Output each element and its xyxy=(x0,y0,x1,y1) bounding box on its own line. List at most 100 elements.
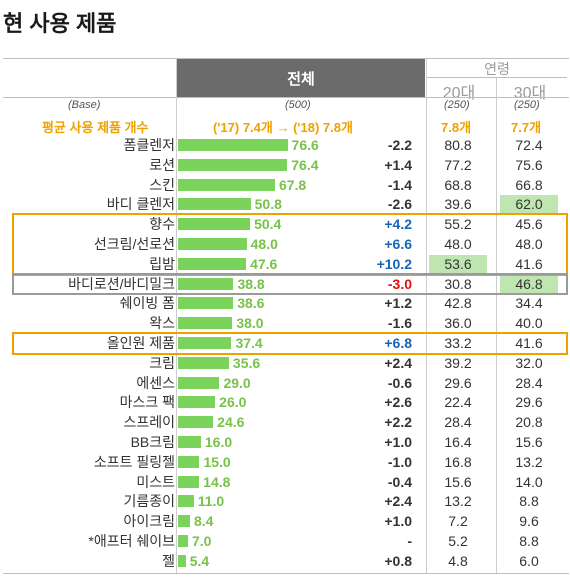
category-label: 향수 xyxy=(149,216,175,233)
age30-value: 13.2 xyxy=(515,453,543,470)
age20-value: 39.2 xyxy=(444,354,472,371)
age30-value: 29.6 xyxy=(515,394,543,411)
change-value: -1.0 xyxy=(387,453,412,470)
table-row: 크림 35.6 +2.4 39.2 32.0 xyxy=(0,354,570,373)
bar-value-label: 38.0 xyxy=(236,315,264,332)
table-row: 아이크림 8.4 +1.0 7.2 9.6 xyxy=(0,512,570,531)
bar xyxy=(178,198,251,211)
bar xyxy=(178,297,234,310)
change-value: +2.2 xyxy=(384,414,412,431)
avg-total: ('17) 7.4개 → ('18) 7.8개 xyxy=(213,120,353,135)
category-label: 마스크 팩 xyxy=(119,394,175,411)
bar xyxy=(178,218,251,231)
category-label: 소프트 필링젤 xyxy=(93,453,175,470)
orange-highlight-box xyxy=(12,213,568,276)
bar xyxy=(178,436,201,448)
change-value: +1.0 xyxy=(384,434,412,450)
category-label: 바디 클렌저 xyxy=(106,196,175,213)
bar-value-label: 29.0 xyxy=(223,374,251,391)
bar-value-label: 76.4 xyxy=(291,156,319,173)
age20-value: 68.8 xyxy=(444,176,472,193)
table-row: 스킨 67.8 -1.4 68.8 66.8 xyxy=(0,176,570,195)
age20-value: 48.0 xyxy=(444,236,472,252)
age20-value: 55.2 xyxy=(444,216,472,233)
category-label: 왁스 xyxy=(149,315,175,332)
bar xyxy=(178,554,186,567)
bar-value-label: 14.8 xyxy=(203,473,231,490)
table-row: 립밤 47.6 +10.2 53.6 41.6 xyxy=(0,254,570,274)
divider-total-age xyxy=(426,59,427,573)
age20-value: 28.4 xyxy=(444,414,472,431)
change-value: -2.2 xyxy=(387,137,412,153)
age30-value: 8.8 xyxy=(519,493,539,510)
table-row: 바디로션/바디밀크 38.8 -3.0 30.8 46.8 xyxy=(0,274,570,294)
category-label: 크림 xyxy=(149,354,175,371)
bar xyxy=(178,277,234,290)
base-total: (500) xyxy=(285,99,311,111)
bar xyxy=(178,515,190,528)
age30-value: 41.6 xyxy=(515,335,543,351)
age30-value: 34.4 xyxy=(515,295,543,312)
category-label: 립밤 xyxy=(149,255,175,272)
age30-value: 62.0 xyxy=(500,195,558,215)
table-row: 향수 50.4 +4.2 55.2 45.6 xyxy=(0,215,570,234)
bar-value-label: 38.6 xyxy=(237,295,265,312)
bar-value-label: 48.0 xyxy=(250,236,278,252)
total-column-header: 전체 xyxy=(177,59,425,97)
avg-age30: 7.7개 xyxy=(511,120,542,135)
bar-value-label: 76.6 xyxy=(291,137,319,153)
bar-value-label: 7.0 xyxy=(192,533,212,549)
change-value: +1.4 xyxy=(384,156,412,173)
change-value: -0.6 xyxy=(387,374,412,391)
bar-value-label: 38.8 xyxy=(237,275,265,292)
change-value: +6.6 xyxy=(384,236,412,252)
table-row: 선크림/선로션 48.0 +6.6 48.0 48.0 xyxy=(0,235,570,254)
table-row: 스프레이 24.6 +2.2 28.4 20.8 xyxy=(0,413,570,432)
avg-label: 평균 사용 제품 개수 xyxy=(42,120,149,135)
category-label: 스프레이 xyxy=(123,414,175,431)
change-value: - xyxy=(407,533,412,549)
change-value: -1.6 xyxy=(387,315,412,332)
bar xyxy=(178,455,200,468)
bar-value-label: 8.4 xyxy=(194,513,214,530)
category-label: 아이크림 xyxy=(123,513,175,530)
age30-value: 8.8 xyxy=(519,533,539,549)
base-age20: (250) xyxy=(444,99,470,111)
bar-value-label: 50.4 xyxy=(254,216,282,233)
bar-value-label: 15.0 xyxy=(203,453,231,470)
category-label: 폼클렌저 xyxy=(123,137,175,153)
age20-value: 5.2 xyxy=(448,533,468,549)
table-row: 소프트 필링젤 15.0 -1.0 16.8 13.2 xyxy=(0,453,570,472)
age20-value: 53.6 xyxy=(429,254,487,274)
table-row: 기름종이 11.0 +2.4 13.2 8.8 xyxy=(0,492,570,511)
bar xyxy=(178,356,229,369)
bar xyxy=(178,257,247,270)
age20-value: 16.8 xyxy=(444,453,472,470)
table-row: 왁스 38.0 -1.6 36.0 40.0 xyxy=(0,314,570,333)
age30-value: 66.8 xyxy=(515,176,543,193)
bar xyxy=(178,376,220,389)
age20-value: 77.2 xyxy=(444,156,472,173)
bar-value-label: 50.8 xyxy=(254,196,282,213)
age30-value: 75.6 xyxy=(515,156,543,173)
change-value: -2.6 xyxy=(387,196,412,213)
age20-value: 29.6 xyxy=(444,374,472,391)
gray-highlight-box xyxy=(12,272,568,296)
change-value: +2.4 xyxy=(384,493,412,510)
age30-value: 32.0 xyxy=(515,354,543,371)
age30-value: 48.0 xyxy=(515,236,543,252)
age20-value: 33.2 xyxy=(444,335,472,351)
page-title: 현 사용 제품 xyxy=(3,11,117,36)
bar-value-label: 35.6 xyxy=(232,354,261,371)
bar xyxy=(178,475,200,488)
bar-value-label: 16.0 xyxy=(204,434,233,450)
age20-value: 7.2 xyxy=(448,513,468,530)
base-label: (Base) xyxy=(68,99,101,111)
category-label: 젤 xyxy=(162,552,175,569)
category-label: 바디로션/바디밀크 xyxy=(68,275,175,292)
age30-value: 40.0 xyxy=(515,315,543,332)
bar xyxy=(178,178,275,191)
category-label: 기름종이 xyxy=(123,493,175,510)
table-row: 미스트 14.8 -0.4 15.6 14.0 xyxy=(0,473,570,492)
bar-value-label: 11.0 xyxy=(197,493,225,510)
